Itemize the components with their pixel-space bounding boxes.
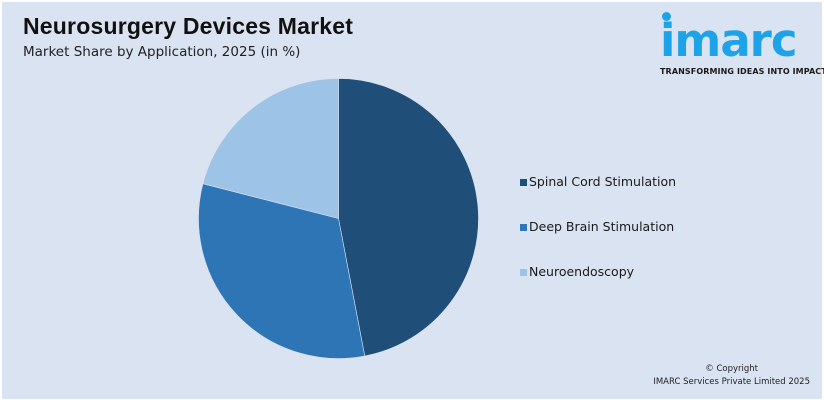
logo-tagline: TRANSFORMING IDEAS INTO IMPACT [660, 67, 824, 76]
copyright-notice: © Copyright IMARC Services Private Limit… [653, 363, 810, 389]
pie-chart [198, 78, 479, 359]
legend-label: Spinal Cord Stimulation [529, 174, 677, 189]
copyright-line-1: © Copyright [705, 364, 759, 374]
logo-dot-icon [662, 12, 671, 21]
pie-slice-spinal-cord-stimulation [338, 78, 479, 357]
legend-label: Neuroendoscopy [529, 264, 635, 279]
legend-swatch-icon [520, 269, 527, 276]
imarc-logo: imarc TRANSFORMING IDEAS INTO IMPACT [658, 10, 824, 80]
logo-wordmark: imarc [660, 14, 798, 67]
chart-subtitle: Market Share by Application, 2025 (in %) [23, 44, 301, 60]
pie-slice-deep-brain-stimulation [198, 183, 366, 359]
legend-label: Deep Brain Stimulation [529, 219, 675, 234]
legend-swatch-icon [520, 179, 527, 186]
pie-slice-neuroendoscopy [202, 78, 339, 219]
copyright-line-2: IMARC Services Private Limited 2025 [653, 377, 810, 387]
chart-title: Neurosurgery Devices Market [23, 13, 354, 39]
legend-swatch-icon [520, 224, 527, 231]
